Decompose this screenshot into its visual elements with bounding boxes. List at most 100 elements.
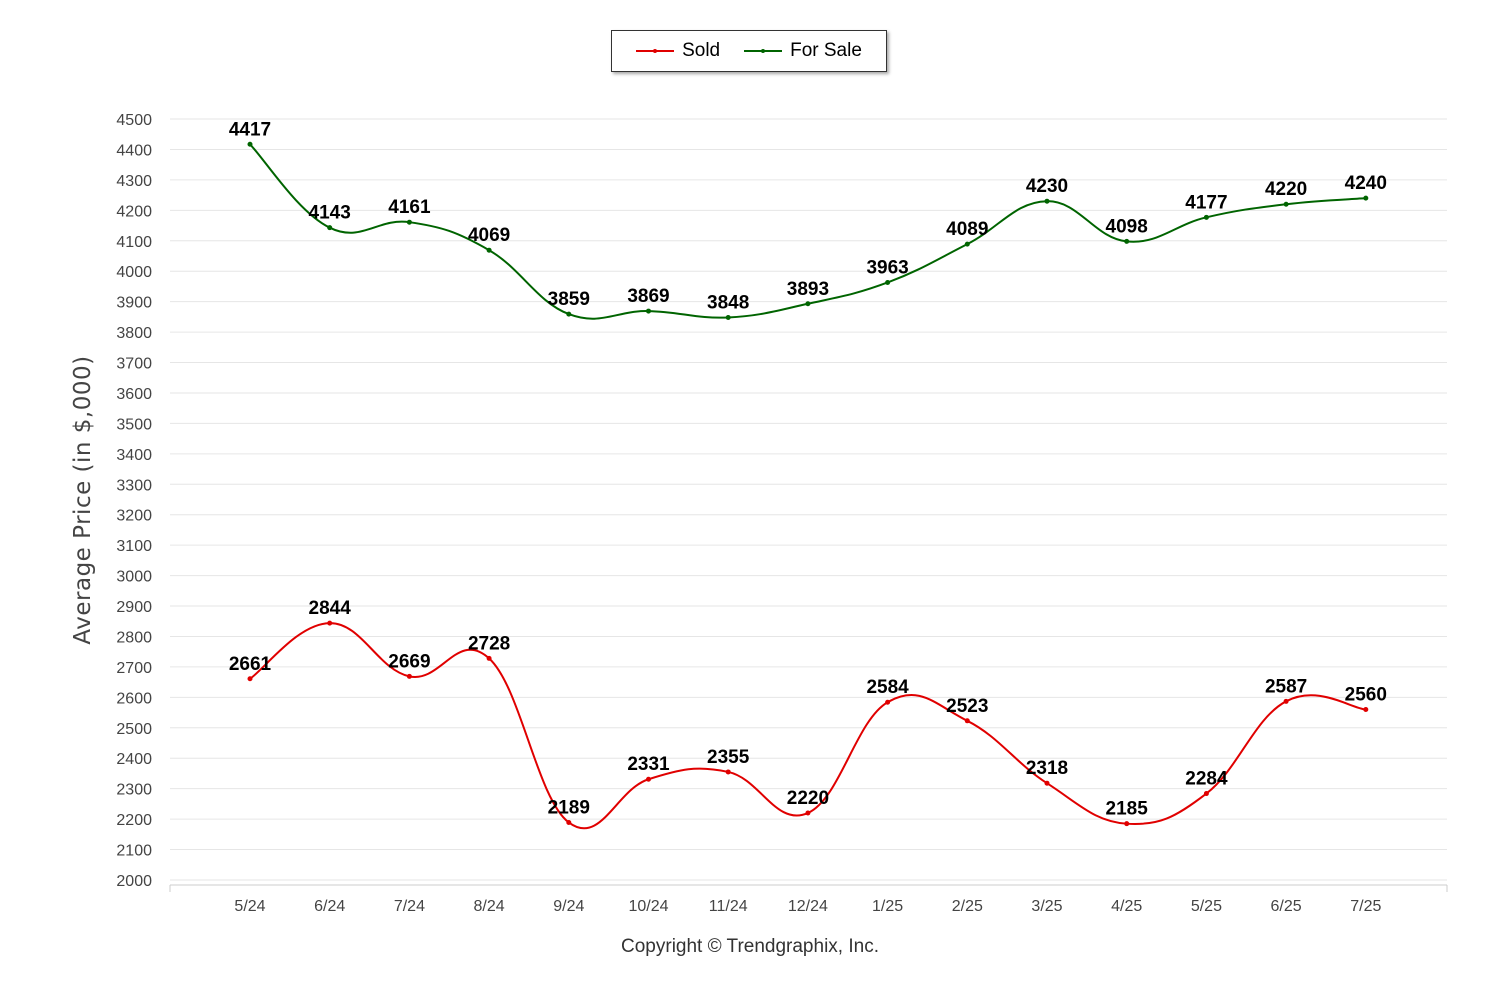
data-point-sold: [566, 819, 572, 825]
data-label-for-sale: 3859: [548, 289, 590, 310]
data-point-sold: [406, 673, 412, 679]
x-tick-label: 7/25: [1350, 898, 1381, 915]
y-tick-label: 4500: [116, 112, 152, 129]
data-label-for-sale: 4417: [229, 119, 271, 140]
y-tick-label: 4000: [116, 264, 152, 281]
legend-item-for-sale[interactable]: For Sale: [744, 40, 862, 62]
x-tick-label: 8/24: [474, 898, 505, 915]
y-tick-label: 3600: [116, 386, 152, 403]
data-point-for-sale: [1044, 198, 1050, 204]
y-tick-label: 3200: [116, 508, 152, 525]
legend-label-sold: Sold: [682, 40, 721, 61]
data-point-sold: [327, 620, 333, 626]
data-label-sold: 2318: [1026, 758, 1068, 779]
data-point-sold: [885, 699, 891, 705]
y-tick-label: 3900: [116, 295, 152, 312]
data-point-for-sale: [805, 301, 811, 307]
data-label-for-sale: 3869: [627, 286, 669, 307]
data-label-sold: 2331: [627, 754, 670, 775]
data-point-sold: [646, 776, 651, 782]
legend-swatch-for-sale: [744, 49, 783, 53]
y-tick-label: 4400: [116, 142, 152, 159]
y-tick-label: 3000: [116, 569, 152, 586]
x-tick-label: 10/24: [628, 898, 668, 915]
x-tick-label: 5/24: [234, 898, 265, 915]
data-label-sold: 2669: [388, 651, 430, 672]
data-label-for-sale: 3893: [787, 279, 829, 300]
y-tick-label: 2800: [116, 629, 152, 646]
data-point-for-sale: [1203, 214, 1209, 220]
data-label-sold: 2355: [707, 747, 750, 768]
x-tick-label: 12/24: [788, 898, 828, 915]
copyright-text: Copyright © Trendgraphix, Inc.: [621, 936, 879, 957]
data-point-sold: [805, 810, 811, 816]
data-point-for-sale: [725, 314, 731, 320]
y-tick-label: 2000: [116, 873, 152, 890]
data-label-sold: 2587: [1265, 676, 1307, 697]
y-tick-label: 2500: [116, 721, 152, 738]
data-point-for-sale: [646, 308, 651, 314]
data-label-for-sale: 4177: [1185, 192, 1227, 213]
y-tick-label: 3400: [116, 447, 152, 464]
y-tick-label: 4200: [116, 203, 152, 220]
data-label-for-sale: 4069: [468, 225, 510, 246]
data-point-for-sale: [885, 279, 891, 285]
y-tick-label: 3500: [116, 416, 152, 433]
data-point-for-sale: [406, 219, 412, 225]
data-label-for-sale: 3963: [866, 257, 908, 278]
legend: Sold For Sale: [611, 30, 887, 72]
y-axis-label: Average Price (in $,000): [70, 355, 96, 645]
data-point-sold: [486, 655, 492, 661]
data-label-sold: 2220: [787, 788, 829, 809]
y-tick-label: 2600: [116, 690, 152, 707]
data-label-sold: 2584: [866, 677, 909, 698]
y-tick-label: 2200: [116, 812, 152, 829]
x-tick-label: 7/24: [394, 898, 425, 915]
data-label-sold: 2523: [946, 696, 988, 717]
y-tick-label: 4100: [116, 234, 152, 251]
x-tick-label: 3/25: [1031, 898, 1062, 915]
x-tick-label: 4/25: [1111, 898, 1142, 915]
data-label-for-sale: 4230: [1026, 176, 1068, 197]
y-tick-label: 2900: [116, 599, 152, 616]
x-tick-label: 6/25: [1271, 898, 1302, 915]
data-label-sold: 2844: [309, 598, 352, 619]
data-label-sold: 2661: [229, 654, 272, 675]
data-point-sold: [1044, 780, 1050, 786]
legend-item-sold[interactable]: Sold: [636, 40, 720, 62]
data-point-sold: [964, 718, 970, 724]
data-point-sold: [1283, 698, 1289, 704]
x-tick-label: 1/25: [872, 898, 903, 915]
x-tick-label: 5/25: [1191, 898, 1222, 915]
data-label-for-sale: 4143: [309, 203, 351, 224]
data-point-for-sale: [1283, 201, 1289, 207]
series-line-for-sale: [249, 143, 1366, 320]
data-label-for-sale: 4089: [946, 219, 988, 240]
data-point-sold: [725, 769, 731, 775]
y-tick-label: 3100: [116, 538, 152, 555]
x-tick-label: 9/24: [553, 898, 584, 915]
data-label-sold: 2189: [548, 797, 590, 818]
data-label-for-sale: 4220: [1265, 179, 1307, 200]
data-label-for-sale: 4240: [1345, 173, 1387, 194]
data-point-sold: [247, 676, 253, 682]
data-label-sold: 2284: [1185, 769, 1228, 790]
data-label-sold: 2560: [1345, 685, 1387, 706]
data-point-for-sale: [486, 247, 492, 253]
legend-swatch-sold: [636, 49, 675, 53]
y-tick-label: 4300: [116, 173, 152, 190]
y-tick-label: 2100: [116, 843, 152, 860]
data-label-sold: 2185: [1106, 799, 1149, 820]
data-point-for-sale: [247, 141, 253, 147]
data-label-sold: 2728: [468, 633, 510, 654]
data-label-for-sale: 3848: [707, 292, 749, 313]
y-tick-label: 3700: [116, 356, 152, 373]
data-point-for-sale: [964, 241, 970, 247]
y-tick-label: 3300: [116, 477, 152, 494]
y-tick-label: 3800: [116, 325, 152, 342]
x-tick-label: 2/25: [952, 898, 983, 915]
data-label-for-sale: 4161: [388, 197, 431, 218]
y-tick-label: 2400: [116, 751, 152, 768]
